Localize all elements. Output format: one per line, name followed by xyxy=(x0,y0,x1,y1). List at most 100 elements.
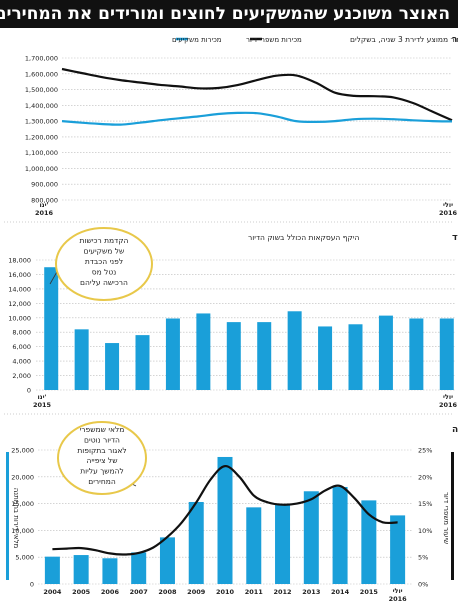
chart-3-ytick-left: 5,000 xyxy=(15,554,34,562)
chart-2-ytick: 2,000 xyxy=(12,372,31,380)
chart-3-bar xyxy=(73,555,89,584)
chart-2-bar xyxy=(226,322,241,390)
chart-2-callout-bubble xyxy=(55,227,153,301)
chart-1-ytick: 1,300,000 xyxy=(25,118,58,126)
chart-3-xlabel: 2015 xyxy=(360,588,379,596)
chart-3-ytick-left: 15,000 xyxy=(11,500,34,508)
chart-2-bar xyxy=(409,318,424,390)
chart-3-bar xyxy=(44,556,60,584)
chart-2-bar xyxy=(105,343,120,390)
chart-1-ytick: 1,700,000 xyxy=(25,55,58,63)
legend-investors-label: מכירות משקיעים xyxy=(172,36,222,44)
chart-1-subtitle: מחיר ממוצע לדירת 3 שניה, בשקלים xyxy=(350,35,458,44)
chart-1-xlabel-end-month: יולי xyxy=(443,201,453,209)
chart-2-bar xyxy=(165,318,180,390)
chart-3-xlabel: 2007 xyxy=(130,588,148,596)
chart-3-left-axis-marker xyxy=(6,452,9,580)
chart-3-xlabel: 2008 xyxy=(158,588,177,596)
chart-3-ylabel-left: מלאי דירות בהמתנה xyxy=(12,488,20,549)
chart-1-series-investors-line xyxy=(61,111,453,126)
chart-3-ytick-right: 15% xyxy=(418,500,432,508)
chart-3-xlabel: 2013 xyxy=(302,588,320,596)
chart-2-xlabel-end-month: יולי xyxy=(443,393,453,401)
chart-3-callout-text: מלאי שמשפרי הדיור נוטים לאגור בתקופות של צי… xyxy=(77,425,126,486)
chart-2-bar xyxy=(44,267,59,390)
chart-3-xlabel: 2004 xyxy=(43,588,62,596)
chart-3-ytick-left: 25,000 xyxy=(11,447,34,455)
chart-3-bar xyxy=(303,491,319,584)
page-title: האוצר משוכנע שהמשקיעים לחוצים ומורידים א… xyxy=(0,0,458,28)
chart-3-xlabel: 2016 xyxy=(389,595,408,603)
chart-3-series-upgraders-line xyxy=(52,465,398,556)
legend-upgraders-label: מכירות משפרי דיור xyxy=(246,36,302,44)
chart-2-title: המשקיעים הגמינו פרופיל, היקף העסקאות ירד xyxy=(452,233,458,243)
chart-3-bar xyxy=(188,501,204,584)
chart-3-ytick-right: 20% xyxy=(418,473,432,481)
chart-2-ytick: 4,000 xyxy=(12,358,31,366)
chart-2-xlabel-start-month: ינו' xyxy=(37,393,46,401)
chart-2-bar xyxy=(348,324,363,390)
chart-1-ytick: 800,000 xyxy=(31,197,58,205)
chart-3-bar xyxy=(102,558,118,584)
chart-1-series-upgraders-line xyxy=(61,67,453,122)
chart-2-ytick: 16,000 xyxy=(8,271,31,279)
chart-3-bar xyxy=(332,486,348,584)
chart-3-ytick-right: 10% xyxy=(418,527,432,535)
chart-2-bar xyxy=(196,313,211,390)
chart-1-ytick: 1,400,000 xyxy=(25,102,58,110)
chart-1-ytick: 1,200,000 xyxy=(25,133,58,141)
chart-3-bar xyxy=(131,552,147,584)
chart-1-ytick: 1,500,000 xyxy=(25,86,58,94)
chart-2-xlabel-end-year: 2016 xyxy=(439,401,458,409)
chart-1-xlabel-end-year: 2016 xyxy=(439,209,458,217)
chart-1-ytick: 1,000,000 xyxy=(25,165,58,173)
chart-1-title: המשקיעים עושים מחיר xyxy=(452,35,458,45)
chart-3-ytick-right: 25% xyxy=(418,447,432,455)
chart-1-ytick: 1,100,000 xyxy=(25,149,58,157)
chart-2-ytick: 18,000 xyxy=(8,257,31,265)
chart-1-xlabel-start-year: 2016 xyxy=(35,209,54,217)
chart-3-bar xyxy=(361,500,377,584)
chart-3-xlabel-prefix: יולי xyxy=(393,587,403,595)
chart-2-bar xyxy=(74,329,89,390)
chart-2-bar xyxy=(257,322,272,390)
chart-3-ytick-left: 10,000 xyxy=(11,527,34,535)
chart-2-bar xyxy=(318,326,333,390)
chart-2-bar xyxy=(439,318,454,390)
chart-3-xlabel: 2005 xyxy=(72,588,91,596)
chart-3-ylabel-right: שיעור משפרי דיור xyxy=(442,492,450,544)
chart-2-bar xyxy=(135,335,150,390)
chart-2-xlabel-start-year: 2015 xyxy=(33,401,52,409)
chart-3-ytick-right: 5% xyxy=(418,554,428,562)
chart-3-ytick-left: 20,000 xyxy=(11,473,34,481)
chart-3-title: פחות דירות בהמתנה למכירה xyxy=(452,425,458,435)
chart-1-ytick: 1,600,000 xyxy=(25,70,58,78)
chart-3-xlabel: 2012 xyxy=(273,588,291,596)
chart-3-ytick-left: 0 xyxy=(30,581,34,589)
chart-3-bar xyxy=(217,456,233,584)
chart-3-xlabel: 2010 xyxy=(216,588,235,596)
chart-2-ytick: 0 xyxy=(27,387,31,395)
charts-canvas: המשקיעים עושים מחירמחיר ממוצע לדירת 3 שנ… xyxy=(4,35,458,603)
chart-2-callout: הקדמת רכישות של משקיעים לפני הכבדת נטל מס הר… xyxy=(55,227,153,301)
chart-3-xlabel: 2009 xyxy=(187,588,206,596)
chart-2-ytick: 14,000 xyxy=(8,285,31,293)
chart-2-subtitle: היקף העסקאות הכולל בשוק הדיור xyxy=(248,233,359,242)
chart-2-callout-text: הקדמת רכישות של משקיעים לפני הכבדת נטל מס הר… xyxy=(80,236,129,287)
chart-2-ytick: 8,000 xyxy=(12,329,31,337)
chart-2-ytick: 12,000 xyxy=(8,300,31,308)
chart-3-bar xyxy=(390,515,406,584)
chart-3-ytick-right: 0% xyxy=(418,581,428,589)
chart-3-xlabel: 2014 xyxy=(331,588,350,596)
chart-1-ytick: 900,000 xyxy=(31,181,58,189)
chart-2-ytick: 10,000 xyxy=(8,314,31,322)
chart-2-ytick: 6,000 xyxy=(12,343,31,351)
chart-2-bar xyxy=(378,315,393,390)
chart-3-bar xyxy=(246,507,262,584)
chart-3-bar xyxy=(275,504,291,584)
chart-2-bar xyxy=(287,311,302,390)
chart-3-callout-bubble xyxy=(57,421,147,495)
chart-1-xlabel-start-month: ינו' xyxy=(39,201,48,209)
chart-3-xlabel: 2006 xyxy=(101,588,120,596)
chart-3-callout: מלאי שמשפרי הדיור נוטים לאגור בתקופות של צי… xyxy=(57,421,147,495)
